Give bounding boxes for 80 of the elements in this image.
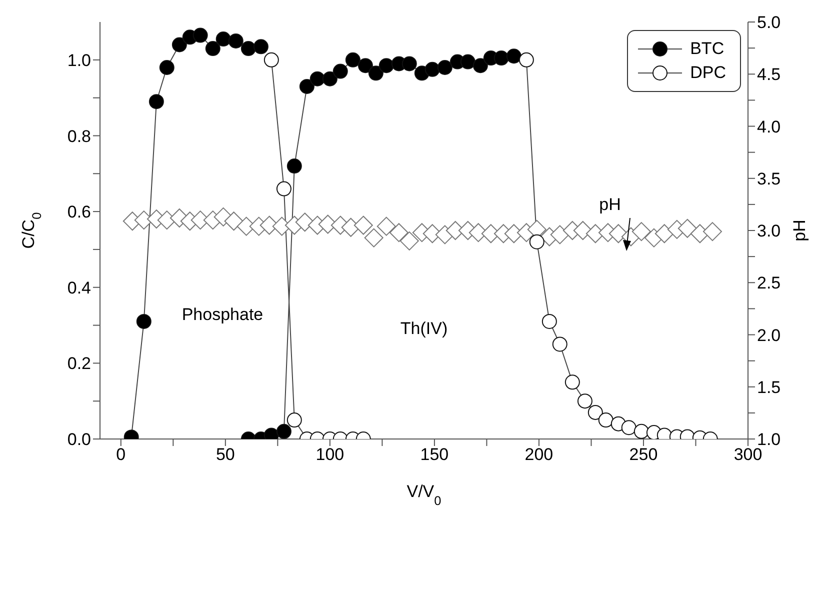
y2-tick-label: 5.0: [757, 13, 781, 32]
point: [529, 234, 544, 250]
y-tick-label: 0.4: [67, 278, 91, 298]
point: [136, 314, 152, 329]
annotation: pH: [599, 194, 621, 215]
point: [299, 78, 314, 94]
point: [332, 64, 348, 79]
point: [518, 52, 534, 68]
point: [354, 216, 373, 235]
point: [345, 52, 360, 68]
point: [542, 314, 557, 329]
point: [588, 404, 603, 420]
legend-label: BTC: [690, 39, 724, 59]
point: [552, 336, 568, 352]
point: [621, 420, 636, 436]
point: [654, 224, 674, 244]
point: [216, 32, 231, 47]
point: [172, 37, 187, 52]
point: [437, 60, 452, 75]
point: [472, 58, 488, 74]
point: [368, 66, 384, 81]
y-tick-label: 0.6: [67, 202, 91, 222]
x-tick-label: 50: [216, 445, 235, 464]
y-tick-label: 0.8: [67, 126, 91, 146]
point: [577, 394, 592, 409]
point: [276, 424, 292, 439]
point: [402, 56, 417, 72]
point: [632, 222, 651, 242]
x-tick-label: 0: [116, 445, 126, 464]
point: [598, 412, 614, 428]
y2-tick-label: 3.5: [757, 169, 781, 188]
point: [378, 58, 394, 74]
point: [148, 94, 164, 110]
point: [205, 41, 220, 56]
y2-tick-label: 3.0: [757, 222, 781, 241]
y2-tick-label: 4.5: [757, 65, 781, 84]
point: [192, 28, 208, 43]
y2-tick-label: 1.5: [757, 378, 781, 397]
y2-axis-title: pH: [790, 220, 810, 242]
point: [240, 41, 256, 56]
point: [376, 216, 396, 236]
y-tick-label: 0.0: [67, 430, 91, 450]
point: [253, 39, 268, 54]
point: [310, 71, 325, 86]
point: [322, 71, 338, 86]
point: [295, 212, 314, 232]
point: [400, 231, 419, 250]
point: [286, 412, 302, 428]
y-tick-label: 0.2: [67, 354, 91, 374]
point: [264, 52, 279, 68]
point: [564, 374, 580, 390]
point: [389, 223, 408, 242]
point: [424, 62, 440, 77]
point: [634, 424, 649, 439]
point: [228, 33, 244, 48]
point: [573, 221, 592, 240]
annotation: Th(IV): [400, 319, 448, 340]
x-tick-label: 100: [316, 445, 344, 464]
legend-label: DPC: [690, 63, 726, 83]
annotation: Phosphate: [182, 305, 264, 326]
point: [678, 218, 697, 238]
point: [494, 50, 509, 66]
x-tick-label: 250: [629, 445, 658, 464]
y2-tick-label: 2.5: [757, 274, 781, 293]
x-axis-title: V/V$_{0}$: [406, 482, 442, 508]
point: [506, 48, 522, 64]
point: [702, 222, 722, 242]
x-tick-label: 150: [420, 445, 449, 464]
y2-tick-label: 4.0: [757, 117, 781, 136]
point: [550, 225, 570, 244]
y-tick-label: 1.0: [67, 50, 91, 70]
point: [224, 212, 244, 231]
point: [159, 60, 174, 75]
point: [286, 158, 302, 174]
point: [364, 228, 384, 248]
y2-tick-label: 2.0: [757, 326, 781, 345]
point: [460, 54, 476, 70]
point: [276, 181, 292, 196]
x-tick-label: 200: [524, 445, 554, 464]
point: [358, 58, 373, 74]
